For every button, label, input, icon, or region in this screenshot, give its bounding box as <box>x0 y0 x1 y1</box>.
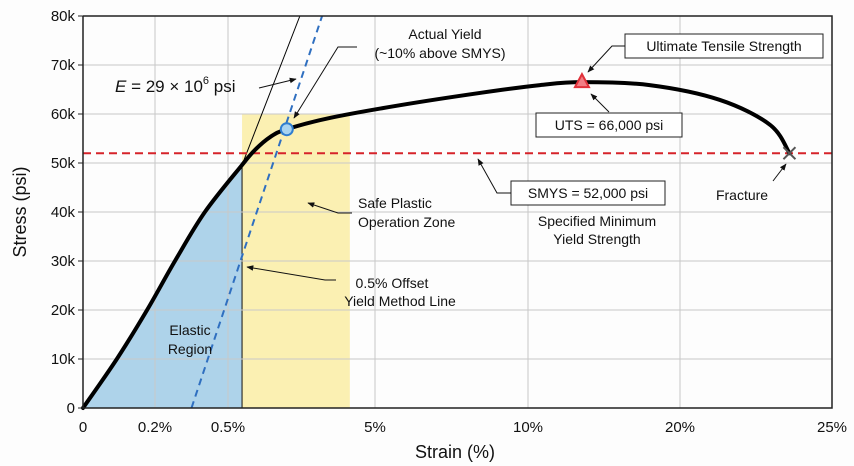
offset-label-line2: Yield Method Line <box>344 293 456 309</box>
y-tick-label: 60k <box>51 106 76 123</box>
offset-label-line1: 0.5% Offset <box>356 275 429 291</box>
fracture-point <box>782 146 797 160</box>
y-tick-label: 70k <box>51 57 76 74</box>
offset-arrow <box>246 265 336 281</box>
fracture-label: Fracture <box>716 187 768 203</box>
smys-value-label: SMYS = 52,000 psi <box>528 185 648 201</box>
y-tick-label: 80k <box>51 8 76 25</box>
safe-zone-label-line1: Safe Plastic <box>358 195 432 211</box>
y-tick-label: 50k <box>51 155 76 172</box>
elastic-label-line1: Elastic <box>169 322 210 338</box>
y-tick-label: 0 <box>67 400 75 417</box>
actual-yield-label-line2: (~10% above SMYS) <box>374 45 505 61</box>
y-tick-label: 40k <box>51 204 76 221</box>
x-axis-title: Strain (%) <box>415 442 495 462</box>
x-tick-label: 0 <box>79 419 87 436</box>
smys-desc-line1: Specified Minimum <box>538 213 656 229</box>
y-tick-label: 10k <box>51 351 76 368</box>
offset-yield-line <box>190 15 324 409</box>
uts-value-box <box>535 112 683 138</box>
y-tick-label: 30k <box>51 253 76 270</box>
y-axis-title: Stress (psi) <box>10 166 30 257</box>
modulus-line <box>241 15 301 166</box>
x-tick-label: 20% <box>665 419 695 436</box>
y-tick-label: 20k <box>51 302 76 319</box>
modulus-arrow <box>258 77 297 89</box>
x-tick-label: 5% <box>364 419 386 436</box>
uts-value-label: UTS = 66,000 psi <box>555 117 664 133</box>
x-tick-label: 0.5% <box>211 419 245 436</box>
x-tick-label: 0.2% <box>138 419 172 436</box>
safe-zone-arrow <box>307 202 352 214</box>
x-tick-label: 25% <box>817 419 847 436</box>
actual-yield-label-line1: Actual Yield <box>408 26 481 42</box>
safe-zone-label-line2: Operation Zone <box>358 214 455 230</box>
modulus-label: E = 29 × 106 psi <box>115 75 236 96</box>
fracture-arrow <box>772 163 787 182</box>
uts-title-box <box>624 33 824 59</box>
plot-frame <box>82 15 833 409</box>
actual-yield-arrow <box>293 46 357 119</box>
elastic-label-line2: Region <box>168 341 212 357</box>
stress-strain-curve <box>81 80 792 410</box>
smys-value-arrow <box>477 158 511 194</box>
uts-title-arrow <box>587 45 625 73</box>
x-tick-label: 10% <box>513 419 543 436</box>
smys-value-box <box>510 180 666 206</box>
actual-yield-point <box>279 122 294 137</box>
uts-value-arrow <box>590 93 610 113</box>
uts-title-label: Ultimate Tensile Strength <box>646 38 801 54</box>
uts-point <box>573 72 591 89</box>
smys-desc-line2: Yield Strength <box>553 231 640 247</box>
